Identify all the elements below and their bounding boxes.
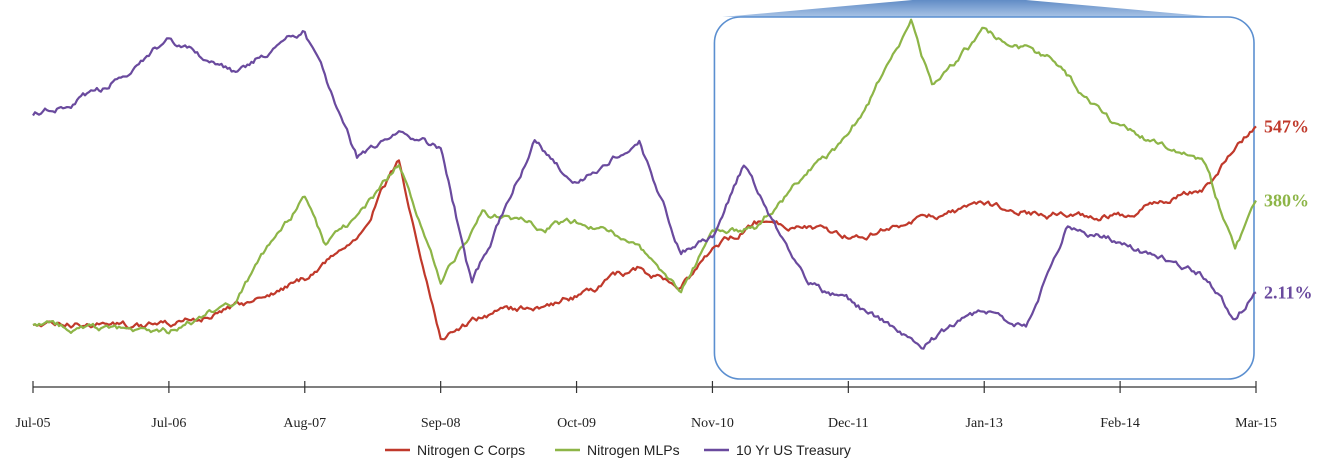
highlight-box-cap: [722, 0, 1216, 17]
x-tick-label: Oct-09: [557, 416, 596, 431]
x-tick-label: Dec-11: [828, 416, 869, 431]
end-label-10-yr-us-treasury: 2.11%: [1264, 282, 1313, 302]
end-label-nitrogen-c-corps: 547%: [1264, 116, 1309, 136]
legend: Nitrogen C Corps Nitrogen MLPs 10 Yr US Tr…: [385, 442, 851, 458]
series-line-nitrogen-mlps: [33, 20, 1256, 334]
end-labels: 547% 380% 2.11%: [1264, 116, 1313, 302]
end-label-nitrogen-mlps: 380%: [1264, 191, 1309, 211]
x-axis: Jul-05 Jul-06 Aug-07 Sep-08 Oct-09 Nov-10 Dec-…: [16, 381, 1277, 431]
x-tick-label: Jul-06: [151, 416, 186, 431]
x-tick-label: Jan-13: [966, 416, 1003, 431]
series-group: [33, 20, 1256, 349]
legend-label: 10 Yr US Treasury: [736, 442, 851, 458]
x-tick-label: Aug-07: [283, 416, 326, 431]
highlight-box-group: [714, 0, 1254, 379]
x-tick-label: Mar-15: [1235, 416, 1277, 431]
x-tick-label: Feb-14: [1100, 416, 1140, 431]
legend-label: Nitrogen MLPs: [587, 442, 680, 458]
x-tick-label: Sep-08: [421, 416, 461, 431]
x-tick-label: Nov-10: [691, 416, 734, 431]
legend-label: Nitrogen C Corps: [417, 442, 525, 458]
x-tick-label: Jul-05: [16, 416, 51, 431]
